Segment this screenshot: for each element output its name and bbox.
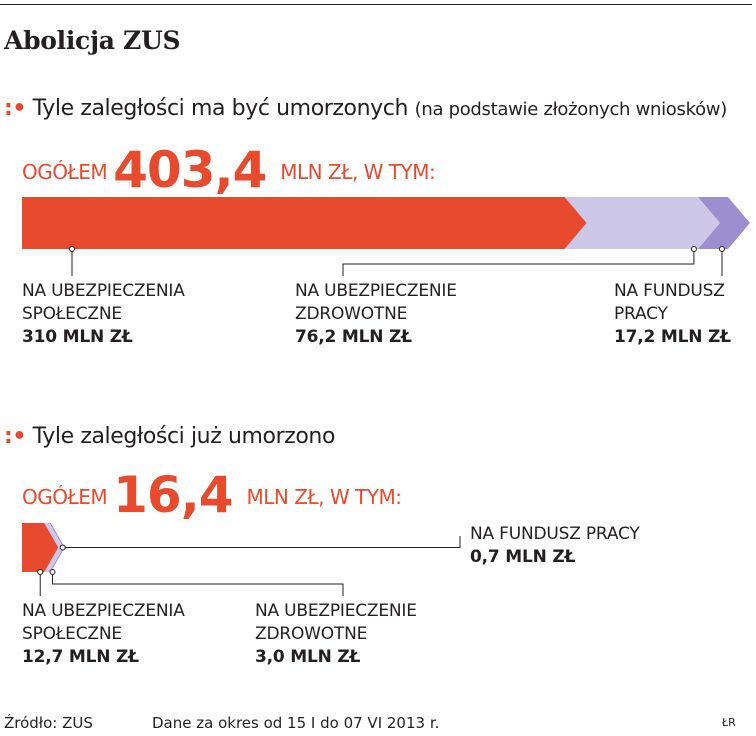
page-title: Abolicja ZUS bbox=[4, 26, 181, 55]
chart2-bars bbox=[22, 523, 65, 572]
label-value: 76,2 MLN ZŁ bbox=[295, 327, 412, 347]
chart1-subtitle: (na podstawie złożonych wniosków) bbox=[414, 99, 728, 120]
bar-segment-health bbox=[564, 197, 720, 249]
leader-dot bbox=[59, 544, 66, 551]
leader-dot bbox=[719, 246, 725, 252]
bar-segment-social bbox=[22, 523, 59, 572]
label-value: 3,0 MLN ZŁ bbox=[255, 647, 361, 667]
chart1-leaders bbox=[69, 246, 725, 276]
leader-dot bbox=[49, 569, 56, 575]
label-name-line1: NA FUNDUSZ PRACY bbox=[470, 524, 640, 544]
chart1-label-health: NA UBEZPIECZENIE ZDROWOTNE 76,2 MLN ZŁ bbox=[295, 280, 457, 349]
chart1-bars bbox=[22, 197, 750, 249]
label-name-line1: NA UBEZPIECZENIA bbox=[22, 601, 185, 621]
chart2-total-prefix: OGÓŁEM bbox=[22, 485, 108, 509]
chart1-total: OGÓŁEM 403,4 MLN ZŁ, W TYM: bbox=[22, 141, 436, 199]
period-note: Dane za okres od 15 I do 07 VI 2013 r. bbox=[152, 714, 440, 732]
leader-line bbox=[64, 536, 461, 548]
label-name-line1: NA UBEZPIECZENIA bbox=[22, 281, 185, 301]
chart1-total-suffix: MLN ZŁ, W TYM: bbox=[280, 160, 436, 184]
label-value: 12,7 MLN ZŁ bbox=[22, 647, 139, 667]
bar-segment-social bbox=[22, 197, 587, 249]
chart2-label-labour: NA FUNDUSZ PRACY 0,7 MLN ZŁ bbox=[470, 523, 640, 569]
leader-line bbox=[51, 574, 344, 596]
label-name-line1: NA UBEZPIECZENIE bbox=[255, 601, 417, 621]
label-name-line1: NA FUNDUSZ bbox=[614, 281, 725, 301]
chart1-total-value: 403,4 bbox=[113, 141, 267, 199]
chart2-leaders bbox=[37, 536, 461, 596]
top-rule bbox=[0, 4, 752, 5]
label-name-line2: ZDROWOTNE bbox=[255, 624, 368, 644]
label-name-line2: SPOŁECZNE bbox=[22, 304, 122, 324]
leader-dot bbox=[690, 246, 697, 252]
chart2-heading: :• Tyle zaległości już umorzono bbox=[4, 424, 335, 449]
bar-segment-health bbox=[44, 523, 64, 572]
leader-dot bbox=[69, 246, 75, 252]
bullet-icon: :• bbox=[4, 96, 27, 121]
chart2-total-suffix: MLN ZŁ, W TYM: bbox=[246, 485, 402, 509]
chart1-title: Tyle zaległości ma być umorzonych bbox=[32, 96, 409, 121]
label-name-line2: SPOŁECZNE bbox=[22, 624, 122, 644]
label-name-line2: ZDROWOTNE bbox=[295, 304, 408, 324]
label-value: 0,7 MLN ZŁ bbox=[470, 547, 576, 567]
leader-line bbox=[342, 251, 695, 276]
chart2-title: Tyle zaległości już umorzono bbox=[32, 424, 336, 449]
author-initials: ŁR bbox=[722, 716, 736, 729]
chart1-label-labour: NA FUNDUSZ PRACY 17,2 MLN ZŁ bbox=[614, 280, 731, 349]
chart2-label-social: NA UBEZPIECZENIA SPOŁECZNE 12,7 MLN ZŁ bbox=[22, 600, 185, 669]
label-value: 310 MLN ZŁ bbox=[22, 327, 133, 347]
leader-dot bbox=[37, 569, 44, 575]
chart2-label-health: NA UBEZPIECZENIE ZDROWOTNE 3,0 MLN ZŁ bbox=[255, 600, 417, 669]
chart1-label-social: NA UBEZPIECZENIA SPOŁECZNE 310 MLN ZŁ bbox=[22, 280, 185, 349]
source-note: Źródło: ZUS bbox=[4, 714, 93, 732]
bar-segment-labour bbox=[697, 197, 750, 249]
label-name-line1: NA UBEZPIECZENIE bbox=[295, 281, 457, 301]
label-name-line2: PRACY bbox=[614, 304, 668, 324]
chart1-total-prefix: OGÓŁEM bbox=[22, 160, 108, 184]
bullet-icon: :• bbox=[4, 424, 27, 449]
chart2-total-value: 16,4 bbox=[113, 466, 233, 524]
label-value: 17,2 MLN ZŁ bbox=[614, 327, 731, 347]
chart2-total: OGÓŁEM 16,4 MLN ZŁ, W TYM: bbox=[22, 466, 402, 524]
chart1-heading: :• Tyle zaległości ma być umorzonych (na… bbox=[4, 96, 727, 121]
